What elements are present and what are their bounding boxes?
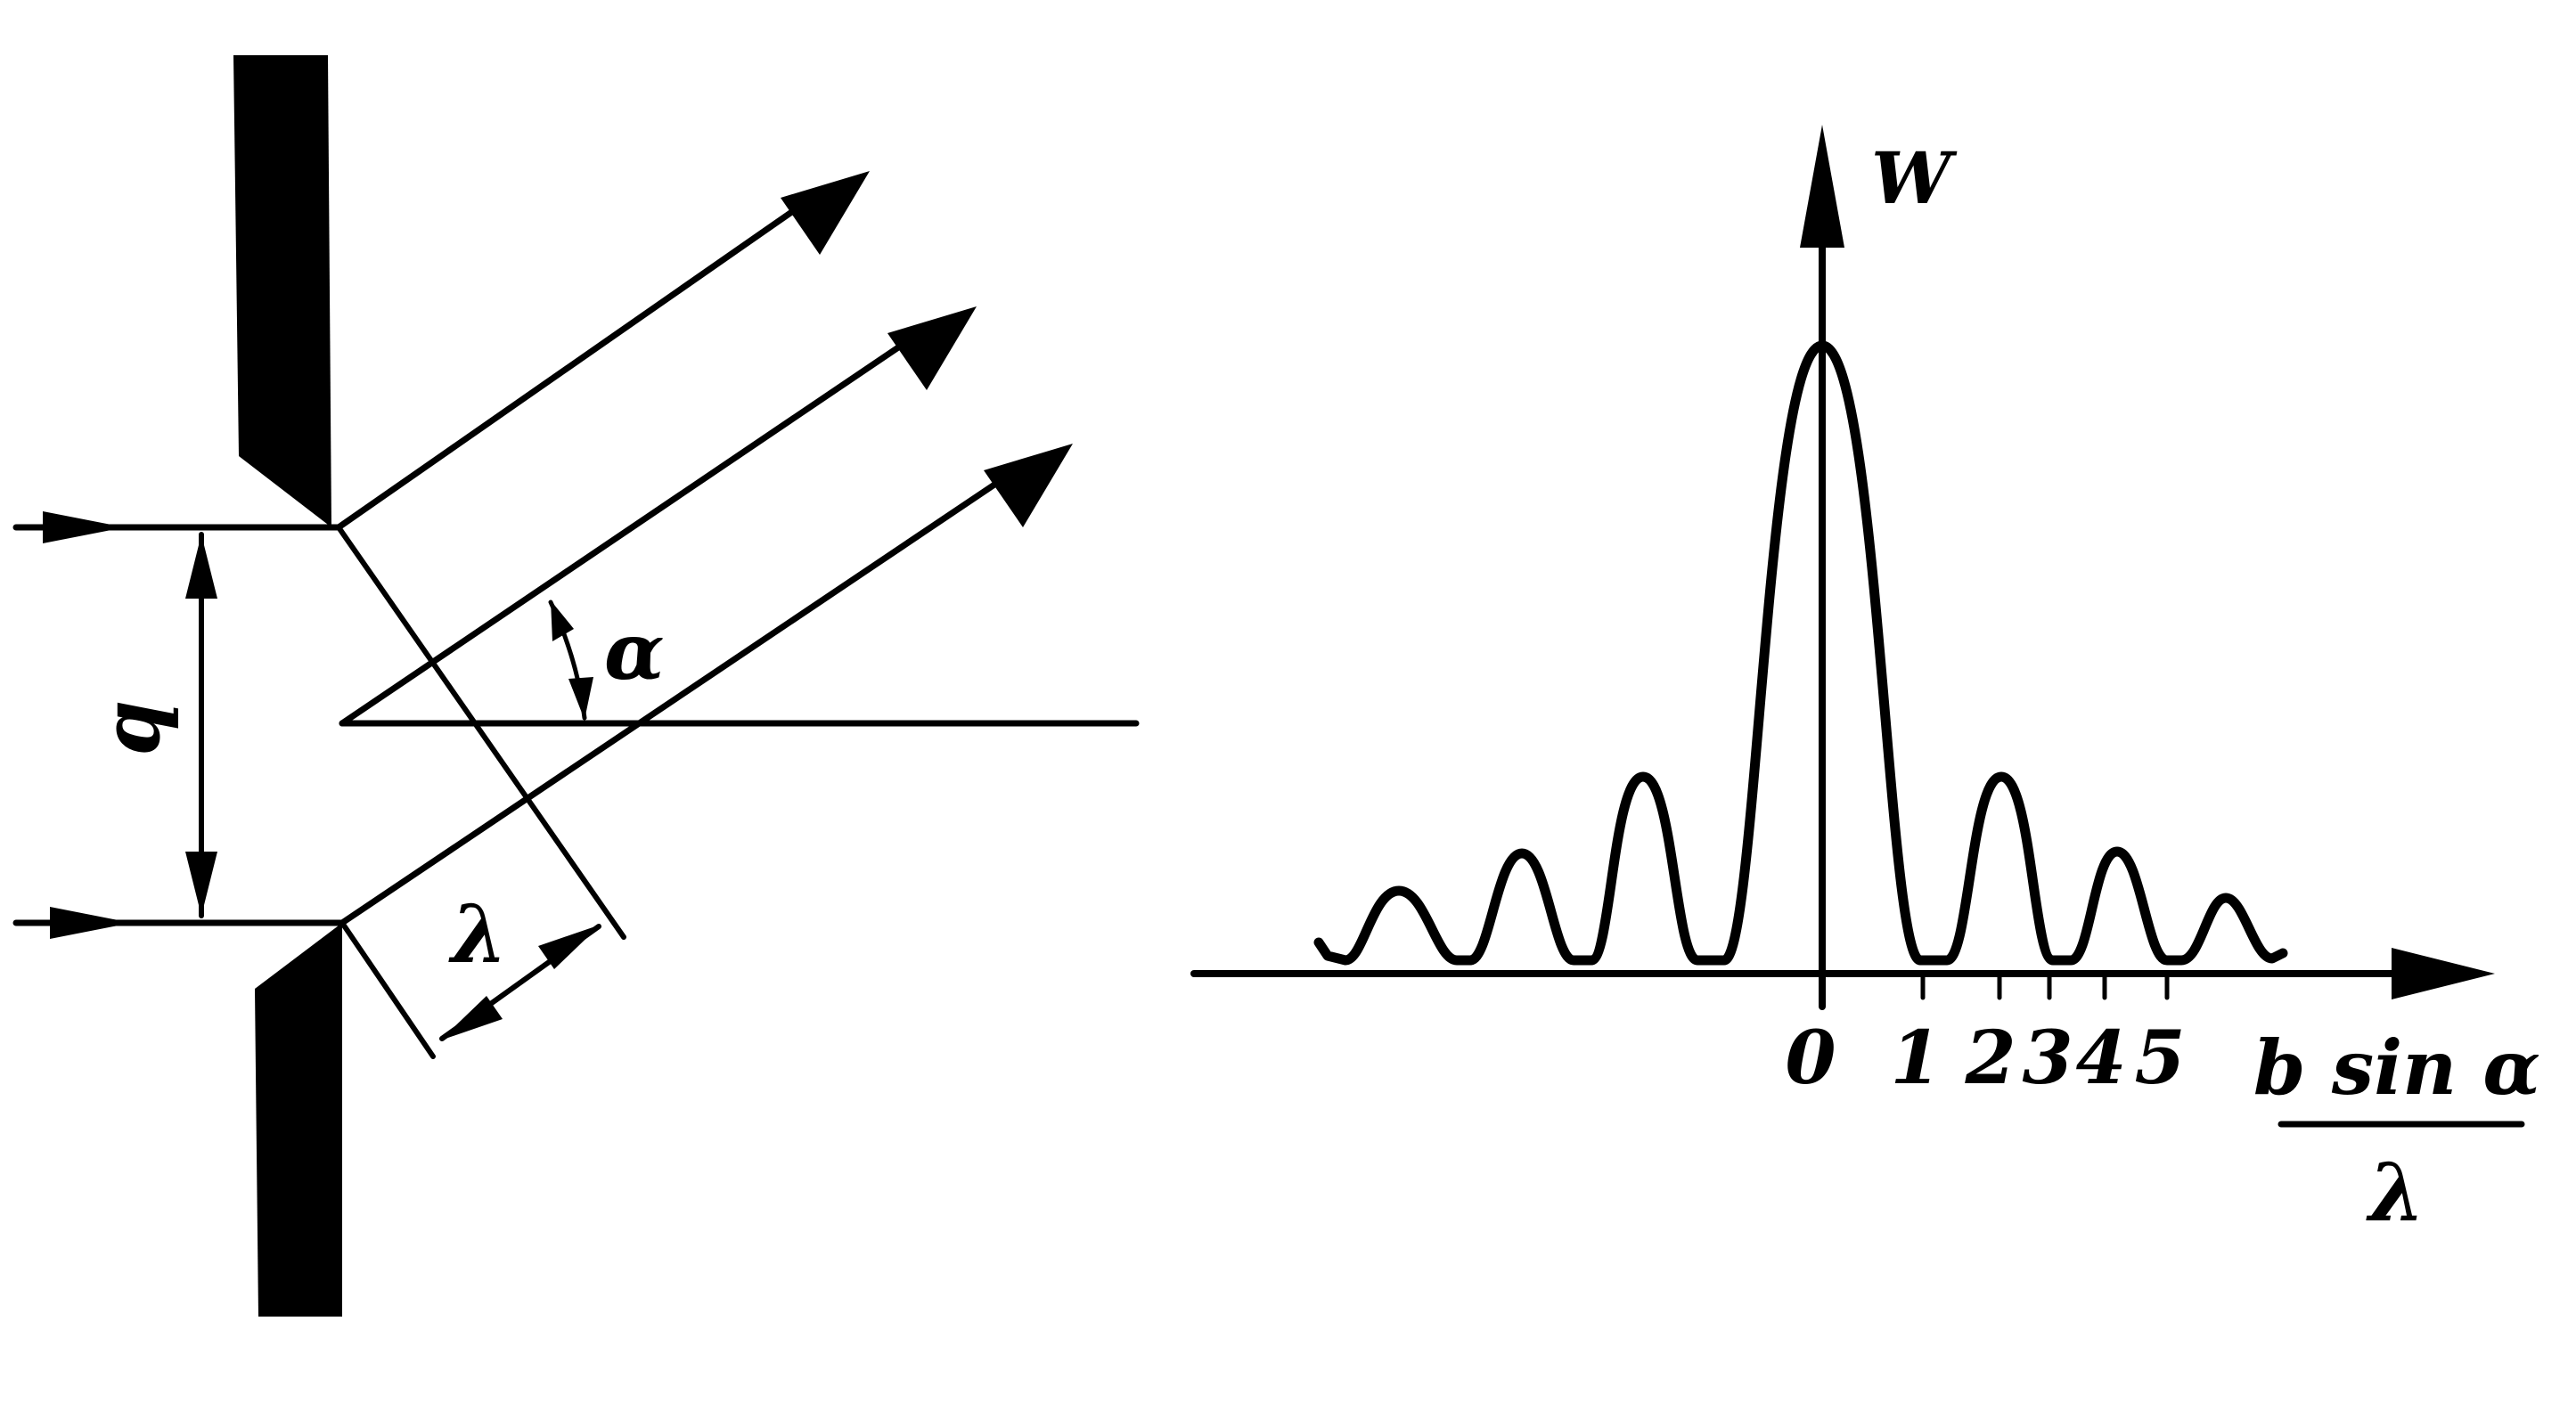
tick-label-4: 4 (2075, 1015, 2126, 1101)
wavefront-line (336, 525, 626, 940)
path-difference-arrowhead-1 (440, 996, 503, 1040)
tick-label-1: 1 (1890, 1015, 1941, 1101)
x-axis-ticks (1820, 971, 2170, 1000)
angle-arrowhead-bottom (568, 677, 593, 720)
y-axis-arrowhead (1800, 125, 1844, 248)
path-difference-arrowhead-2 (538, 925, 601, 969)
slit-diagram: b α λ (12, 55, 1140, 1317)
path-difference-end-tick (339, 920, 436, 1059)
angle-label: α (604, 605, 665, 697)
slit-width-arrowhead-up (185, 534, 217, 599)
tick-label-3: 3 (2022, 1015, 2073, 1101)
incident-arrowhead-bottom (50, 907, 132, 939)
upper-slit-edge (233, 55, 331, 527)
diffracted-arrowhead-3 (984, 444, 1073, 527)
wavelength-label-left: λ (447, 887, 507, 982)
slit-width-arrowhead-down (185, 852, 217, 916)
diffracted-ray-3 (339, 474, 1009, 926)
x-axis-arrowhead (2392, 948, 2495, 999)
diffracted-ray-1 (335, 201, 806, 531)
lower-slit-edge (255, 923, 342, 1317)
tick-label-0: 0 (1785, 1015, 1836, 1101)
diffracted-arrowhead-2 (887, 306, 977, 390)
tick-label-5: 5 (2134, 1015, 2185, 1101)
incident-arrowhead-top (43, 511, 125, 543)
slit-width-label: b (98, 701, 192, 757)
x-axis-tick-labels: 0 1 2 3 4 5 (1785, 1015, 2185, 1101)
diffracted-ray-2 (339, 337, 912, 727)
diffracted-arrowhead-1 (781, 171, 870, 255)
y-axis-label: W (1871, 136, 1958, 220)
intensity-graph: W 0 1 2 3 4 5 b sin α λ (1190, 125, 2540, 1240)
tick-label-2: 2 (1964, 1015, 2016, 1101)
angle-arrowhead-top (551, 600, 574, 641)
intensity-curve (1313, 340, 2288, 966)
x-axis-label-denominator: λ (2365, 1146, 2425, 1240)
x-axis-label-numerator: b sin α (2253, 1024, 2540, 1112)
